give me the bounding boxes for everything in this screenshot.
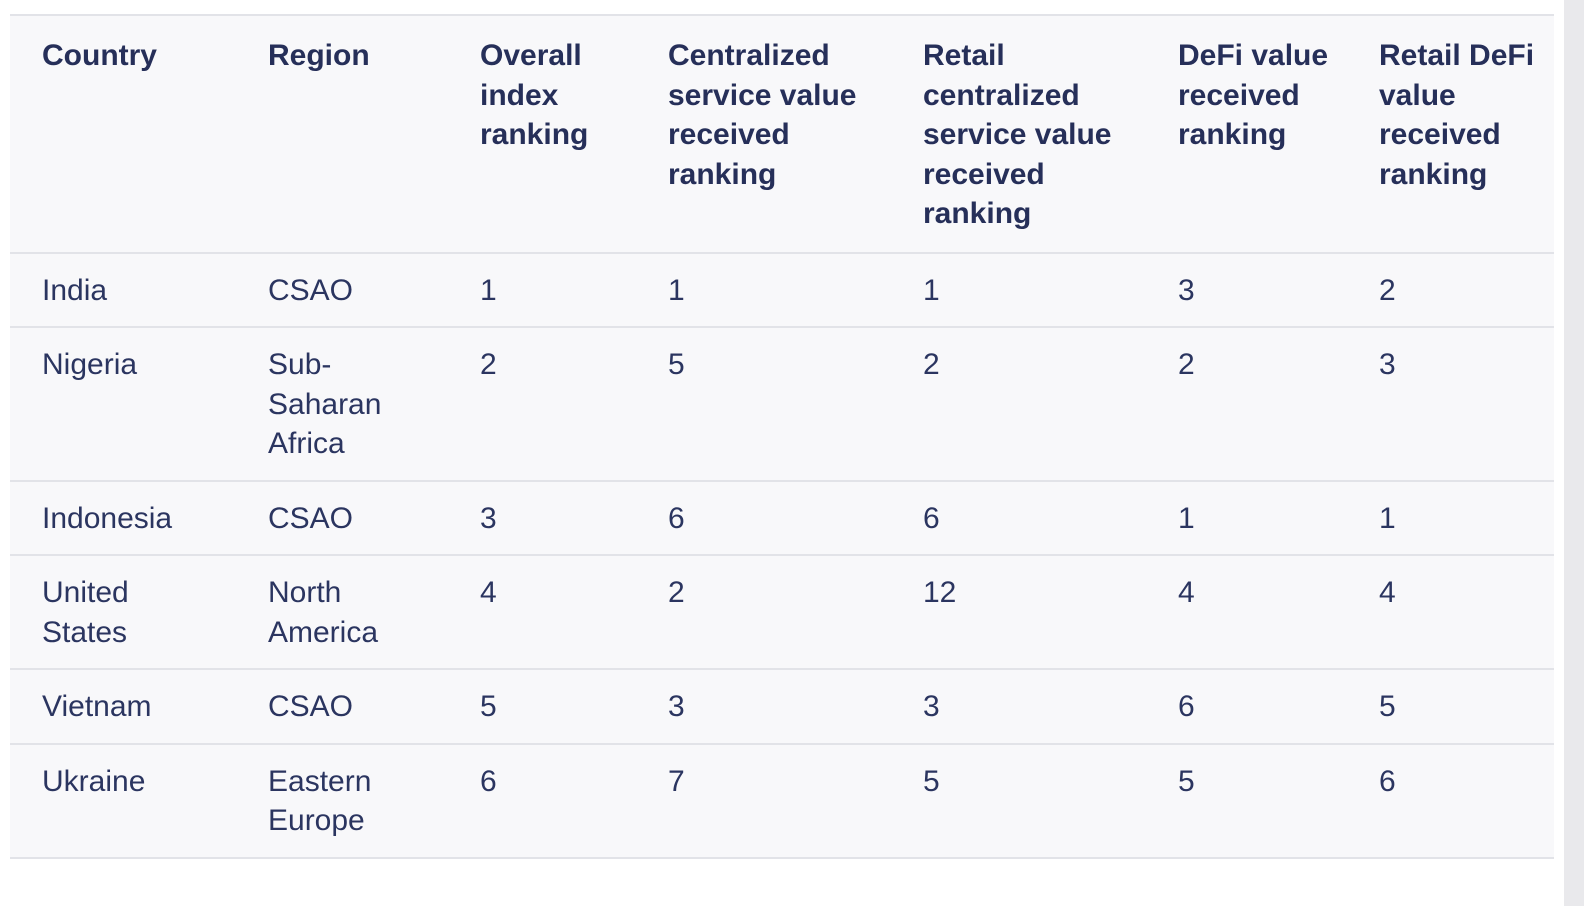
cell-region: CSAO [236,669,448,745]
cell-retail-centralized-service-ranking: 5 [891,743,1146,859]
header-retail-centralized-service-ranking: Retail centralized service value receive… [891,15,1146,254]
cell-overall-index-ranking: 3 [448,480,636,556]
cell-defi-value-ranking: 3 [1146,252,1347,328]
table-row: India CSAO 1 1 1 3 2 [10,252,1554,328]
cell-overall-index-ranking: 6 [448,743,636,859]
table-row: Vietnam CSAO 5 3 3 6 5 [10,669,1554,745]
cell-country: Nigeria [10,327,236,482]
cell-overall-index-ranking: 2 [448,327,636,482]
cell-centralized-service-ranking: 2 [636,555,891,670]
cell-country: Ukraine [10,743,236,859]
cell-defi-value-ranking: 5 [1146,743,1347,859]
cell-centralized-service-ranking: 7 [636,743,891,859]
cell-country: Indonesia [10,480,236,556]
cell-country: Vietnam [10,669,236,745]
cell-retail-centralized-service-ranking: 6 [891,480,1146,556]
cell-centralized-service-ranking: 3 [636,669,891,745]
ranking-table-container: Country Region Overall index ranking Cen… [10,14,1554,859]
cell-country: United States [10,555,236,670]
cell-retail-defi-value-ranking: 5 [1347,669,1554,745]
cell-retail-defi-value-ranking: 6 [1347,743,1554,859]
cell-overall-index-ranking: 4 [448,555,636,670]
cell-defi-value-ranking: 1 [1146,480,1347,556]
cell-retail-defi-value-ranking: 2 [1347,252,1554,328]
cell-region: CSAO [236,480,448,556]
cell-overall-index-ranking: 5 [448,669,636,745]
cell-centralized-service-ranking: 5 [636,327,891,482]
header-defi-value-ranking: DeFi value received ranking [1146,15,1347,254]
cell-centralized-service-ranking: 1 [636,252,891,328]
cell-centralized-service-ranking: 6 [636,480,891,556]
header-region: Region [236,15,448,254]
cell-region: Eastern Europe [236,743,448,859]
cell-retail-centralized-service-ranking: 1 [891,252,1146,328]
header-overall-index-ranking: Overall index ranking [448,15,636,254]
scrollbar-track[interactable] [1564,0,1584,906]
cell-defi-value-ranking: 2 [1146,327,1347,482]
cell-region: CSAO [236,252,448,328]
table-row: Ukraine Eastern Europe 6 7 5 5 6 [10,743,1554,859]
cell-retail-defi-value-ranking: 4 [1347,555,1554,670]
cell-defi-value-ranking: 4 [1146,555,1347,670]
header-retail-defi-value-ranking: Retail DeFi value received ranking [1347,15,1554,254]
table-row: Nigeria Sub-Saharan Africa 2 5 2 2 3 [10,327,1554,482]
cell-defi-value-ranking: 6 [1146,669,1347,745]
table-row: Indonesia CSAO 3 6 6 1 1 [10,480,1554,556]
cell-retail-defi-value-ranking: 1 [1347,480,1554,556]
ranking-table: Country Region Overall index ranking Cen… [10,14,1554,859]
cell-retail-centralized-service-ranking: 3 [891,669,1146,745]
cell-retail-defi-value-ranking: 3 [1347,327,1554,482]
cell-country: India [10,252,236,328]
cell-retail-centralized-service-ranking: 12 [891,555,1146,670]
header-row: Country Region Overall index ranking Cen… [10,15,1554,254]
table-header: Country Region Overall index ranking Cen… [10,15,1554,254]
header-country: Country [10,15,236,254]
table-row: United States North America 4 2 12 4 4 [10,555,1554,670]
cell-overall-index-ranking: 1 [448,252,636,328]
cell-region: North America [236,555,448,670]
cell-retail-centralized-service-ranking: 2 [891,327,1146,482]
cell-region: Sub-Saharan Africa [236,327,448,482]
header-centralized-service-ranking: Centralized service value received ranki… [636,15,891,254]
table-body: India CSAO 1 1 1 3 2 Nigeria Sub-Saharan… [10,252,1554,859]
